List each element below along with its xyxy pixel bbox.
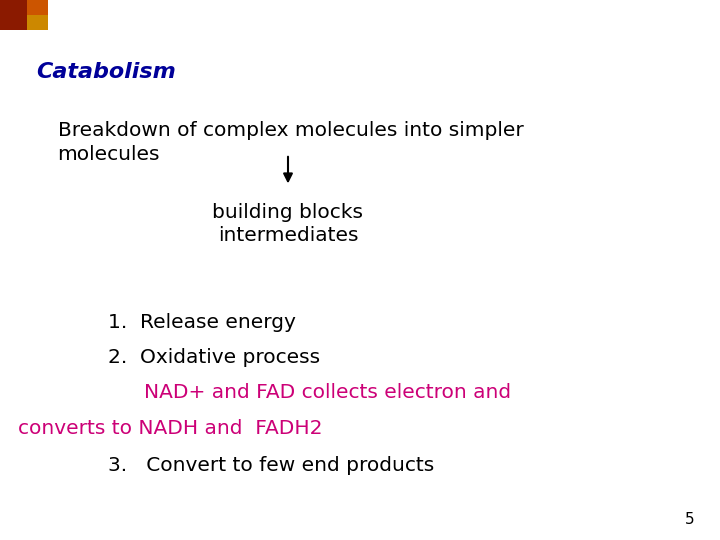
Text: converts to NADH and  FADH2: converts to NADH and FADH2: [18, 418, 323, 437]
Bar: [6, 0, 15, 30]
Bar: [4, 0, 13, 30]
Bar: [1, 0, 11, 30]
Bar: [1, 0, 10, 30]
Bar: [3, 0, 12, 30]
Bar: [8, 0, 17, 30]
Bar: [3, 0, 12, 30]
Bar: [5, 0, 14, 30]
Bar: [1, 0, 10, 30]
Bar: [4, 0, 14, 30]
Bar: [5, 0, 14, 30]
Bar: [6, 0, 16, 30]
Bar: [1, 0, 11, 30]
Bar: [9, 0, 18, 30]
Bar: [2, 0, 12, 30]
Bar: [5, 0, 14, 30]
Bar: [4, 0, 13, 30]
Text: Breakdown of complex molecules into simpler
molecules: Breakdown of complex molecules into simp…: [58, 122, 523, 164]
Bar: [4, 0, 13, 30]
Bar: [2, 0, 12, 30]
Bar: [7, 0, 17, 30]
Bar: [2, 0, 11, 30]
Bar: [27, 15, 48, 30]
Bar: [1, 0, 10, 30]
Text: 3.   Convert to few end products: 3. Convert to few end products: [108, 456, 434, 475]
Bar: [4, 0, 12, 30]
Text: 1.  Release energy: 1. Release energy: [108, 313, 296, 332]
Bar: [1, 0, 10, 30]
Text: 5: 5: [685, 511, 695, 526]
Bar: [1, 0, 9, 30]
Bar: [1, 0, 11, 30]
Bar: [9, 0, 18, 30]
Bar: [4, 0, 13, 30]
Bar: [9, 0, 17, 30]
Bar: [4, 0, 13, 30]
Bar: [3, 0, 12, 30]
Bar: [8, 0, 17, 30]
Bar: [2, 0, 11, 30]
Bar: [0, 0, 9, 30]
Bar: [7, 0, 17, 30]
Bar: [6, 0, 14, 30]
Bar: [1, 0, 10, 30]
Bar: [0, 0, 9, 30]
Bar: [6, 0, 15, 30]
Bar: [0, 0, 9, 30]
Bar: [7, 0, 16, 30]
Bar: [6, 0, 15, 30]
Bar: [8, 0, 17, 30]
Bar: [0, 0, 27, 30]
Bar: [4, 0, 14, 30]
Bar: [6, 0, 14, 30]
Bar: [4, 0, 13, 30]
Bar: [6, 0, 15, 30]
Bar: [5, 0, 14, 30]
Bar: [2, 0, 12, 30]
Bar: [6, 0, 15, 30]
Bar: [9, 0, 17, 30]
Bar: [6, 0, 14, 30]
Bar: [7, 0, 16, 30]
Bar: [2, 0, 11, 30]
Bar: [5, 0, 14, 30]
Bar: [4, 0, 13, 30]
Bar: [4, 0, 14, 30]
Bar: [6, 0, 16, 30]
Bar: [1, 0, 11, 30]
Bar: [9, 0, 18, 30]
Bar: [4, 0, 12, 30]
Bar: [7, 0, 17, 30]
Bar: [1, 0, 10, 30]
Bar: [3, 0, 12, 30]
Bar: [4, 0, 12, 30]
Text: Catabolism: Catabolism: [36, 62, 176, 82]
Bar: [7, 0, 16, 30]
Bar: [3, 0, 12, 30]
Text: 2.  Oxidative process: 2. Oxidative process: [108, 348, 320, 367]
Bar: [9, 0, 17, 30]
Bar: [5, 0, 14, 30]
Bar: [27, 0, 48, 15]
Text: building blocks
intermediates: building blocks intermediates: [212, 202, 364, 245]
Bar: [6, 0, 16, 30]
Bar: [6, 0, 14, 30]
Text: NAD+ and FAD collects electron and: NAD+ and FAD collects electron and: [144, 383, 511, 402]
Bar: [7, 0, 16, 30]
Bar: [3, 0, 12, 30]
Bar: [1, 0, 9, 30]
Bar: [1, 0, 9, 30]
Bar: [0, 0, 9, 30]
Bar: [8, 0, 17, 30]
Bar: [8, 0, 17, 30]
Bar: [8, 0, 17, 30]
Bar: [6, 0, 15, 30]
